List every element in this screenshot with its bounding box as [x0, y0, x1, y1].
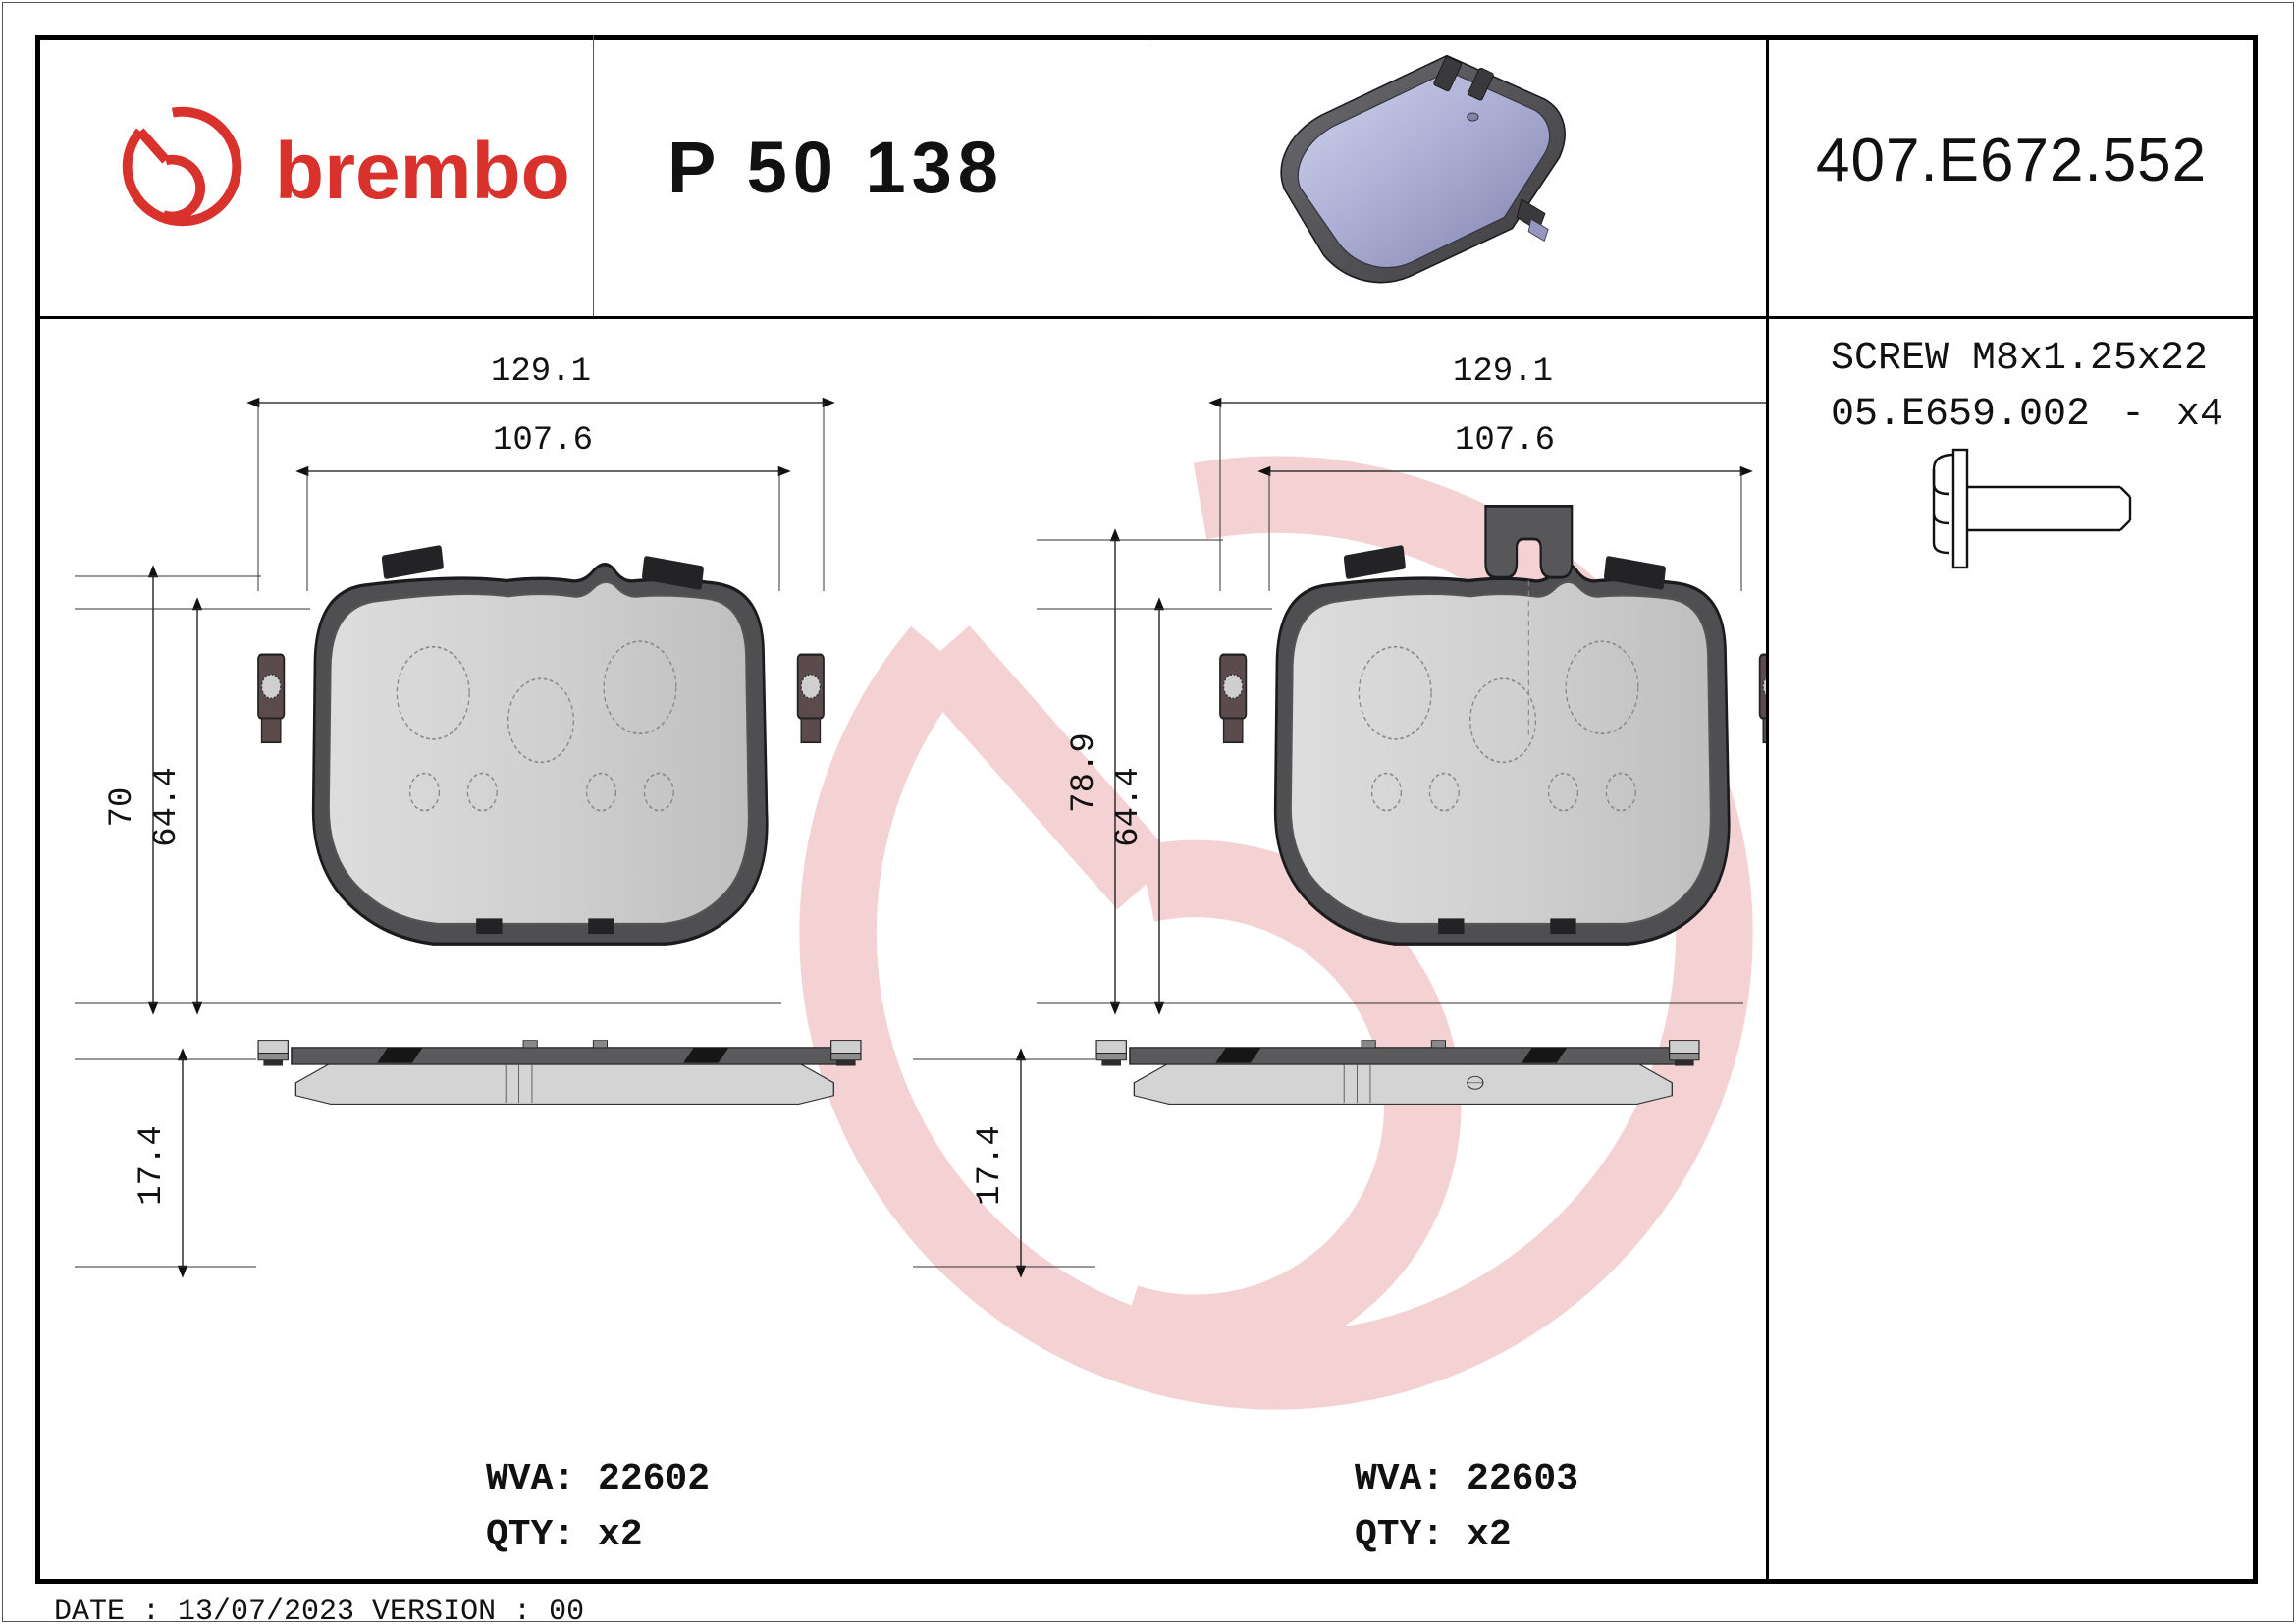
- svg-text:17.4: 17.4: [972, 1125, 1009, 1206]
- svg-text:129.1: 129.1: [1453, 353, 1553, 391]
- svg-text:107.6: 107.6: [493, 422, 593, 460]
- svg-text:64.4: 64.4: [148, 767, 186, 847]
- svg-text:17.4: 17.4: [133, 1125, 171, 1206]
- svg-text:129.1: 129.1: [491, 353, 591, 391]
- svg-text:78.9: 78.9: [1066, 732, 1103, 813]
- svg-text:70: 70: [104, 787, 141, 828]
- svg-text:64.4: 64.4: [1110, 767, 1148, 847]
- svg-text:107.6: 107.6: [1455, 422, 1555, 460]
